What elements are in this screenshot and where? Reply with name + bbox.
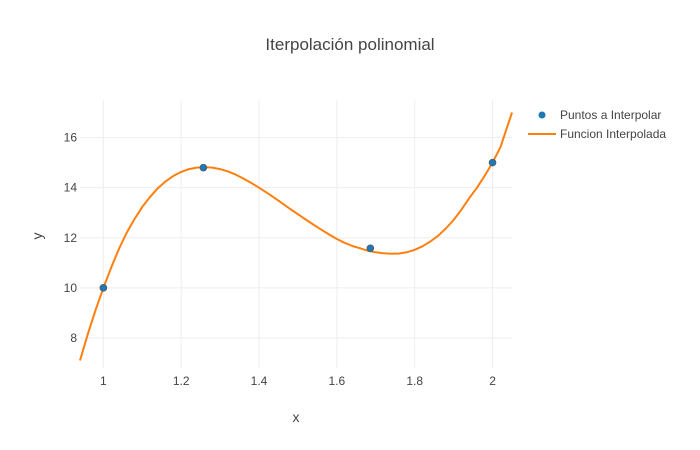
y-tick-label: 16: [64, 131, 78, 145]
legend-label-points: Puntos a Interpolar: [560, 108, 661, 122]
y-axis-label: y: [29, 233, 45, 240]
x-tick-label: 1.8: [406, 374, 423, 388]
series-line-interpolated: [79, 112, 513, 361]
chart-title: Iterpolación polinomial: [265, 35, 434, 54]
legend-item-points[interactable]: Puntos a Interpolar: [538, 108, 662, 122]
x-tick-label: 1: [100, 374, 107, 388]
x-tick-label: 1.4: [251, 374, 268, 388]
y-tick-label: 12: [64, 231, 78, 245]
grid-layer: [80, 100, 512, 368]
y-tick-label: 14: [64, 181, 78, 195]
data-point[interactable]: [488, 158, 497, 167]
y-tick-label: 10: [64, 281, 78, 295]
x-tick-label: 1.6: [329, 374, 346, 388]
x-tick-label: 2: [489, 374, 496, 388]
data-point[interactable]: [366, 244, 375, 253]
x-tick-label: 1.2: [173, 374, 190, 388]
legend-item-line[interactable]: Funcion Interpolada: [528, 127, 666, 141]
series-layer: [79, 112, 513, 361]
x-axis-label: x: [293, 409, 300, 425]
y-tick-label: 8: [70, 331, 77, 345]
legend-label-line: Funcion Interpolada: [560, 127, 666, 141]
data-point[interactable]: [199, 163, 208, 172]
legend-marker-points: [538, 111, 546, 119]
legend[interactable]: Puntos a Interpolar Funcion Interpolada: [528, 108, 666, 141]
data-point[interactable]: [99, 284, 108, 292]
tick-layer: 1 1.2 1.4 1.6 1.8 2 8 10 12 14 16: [64, 131, 497, 388]
